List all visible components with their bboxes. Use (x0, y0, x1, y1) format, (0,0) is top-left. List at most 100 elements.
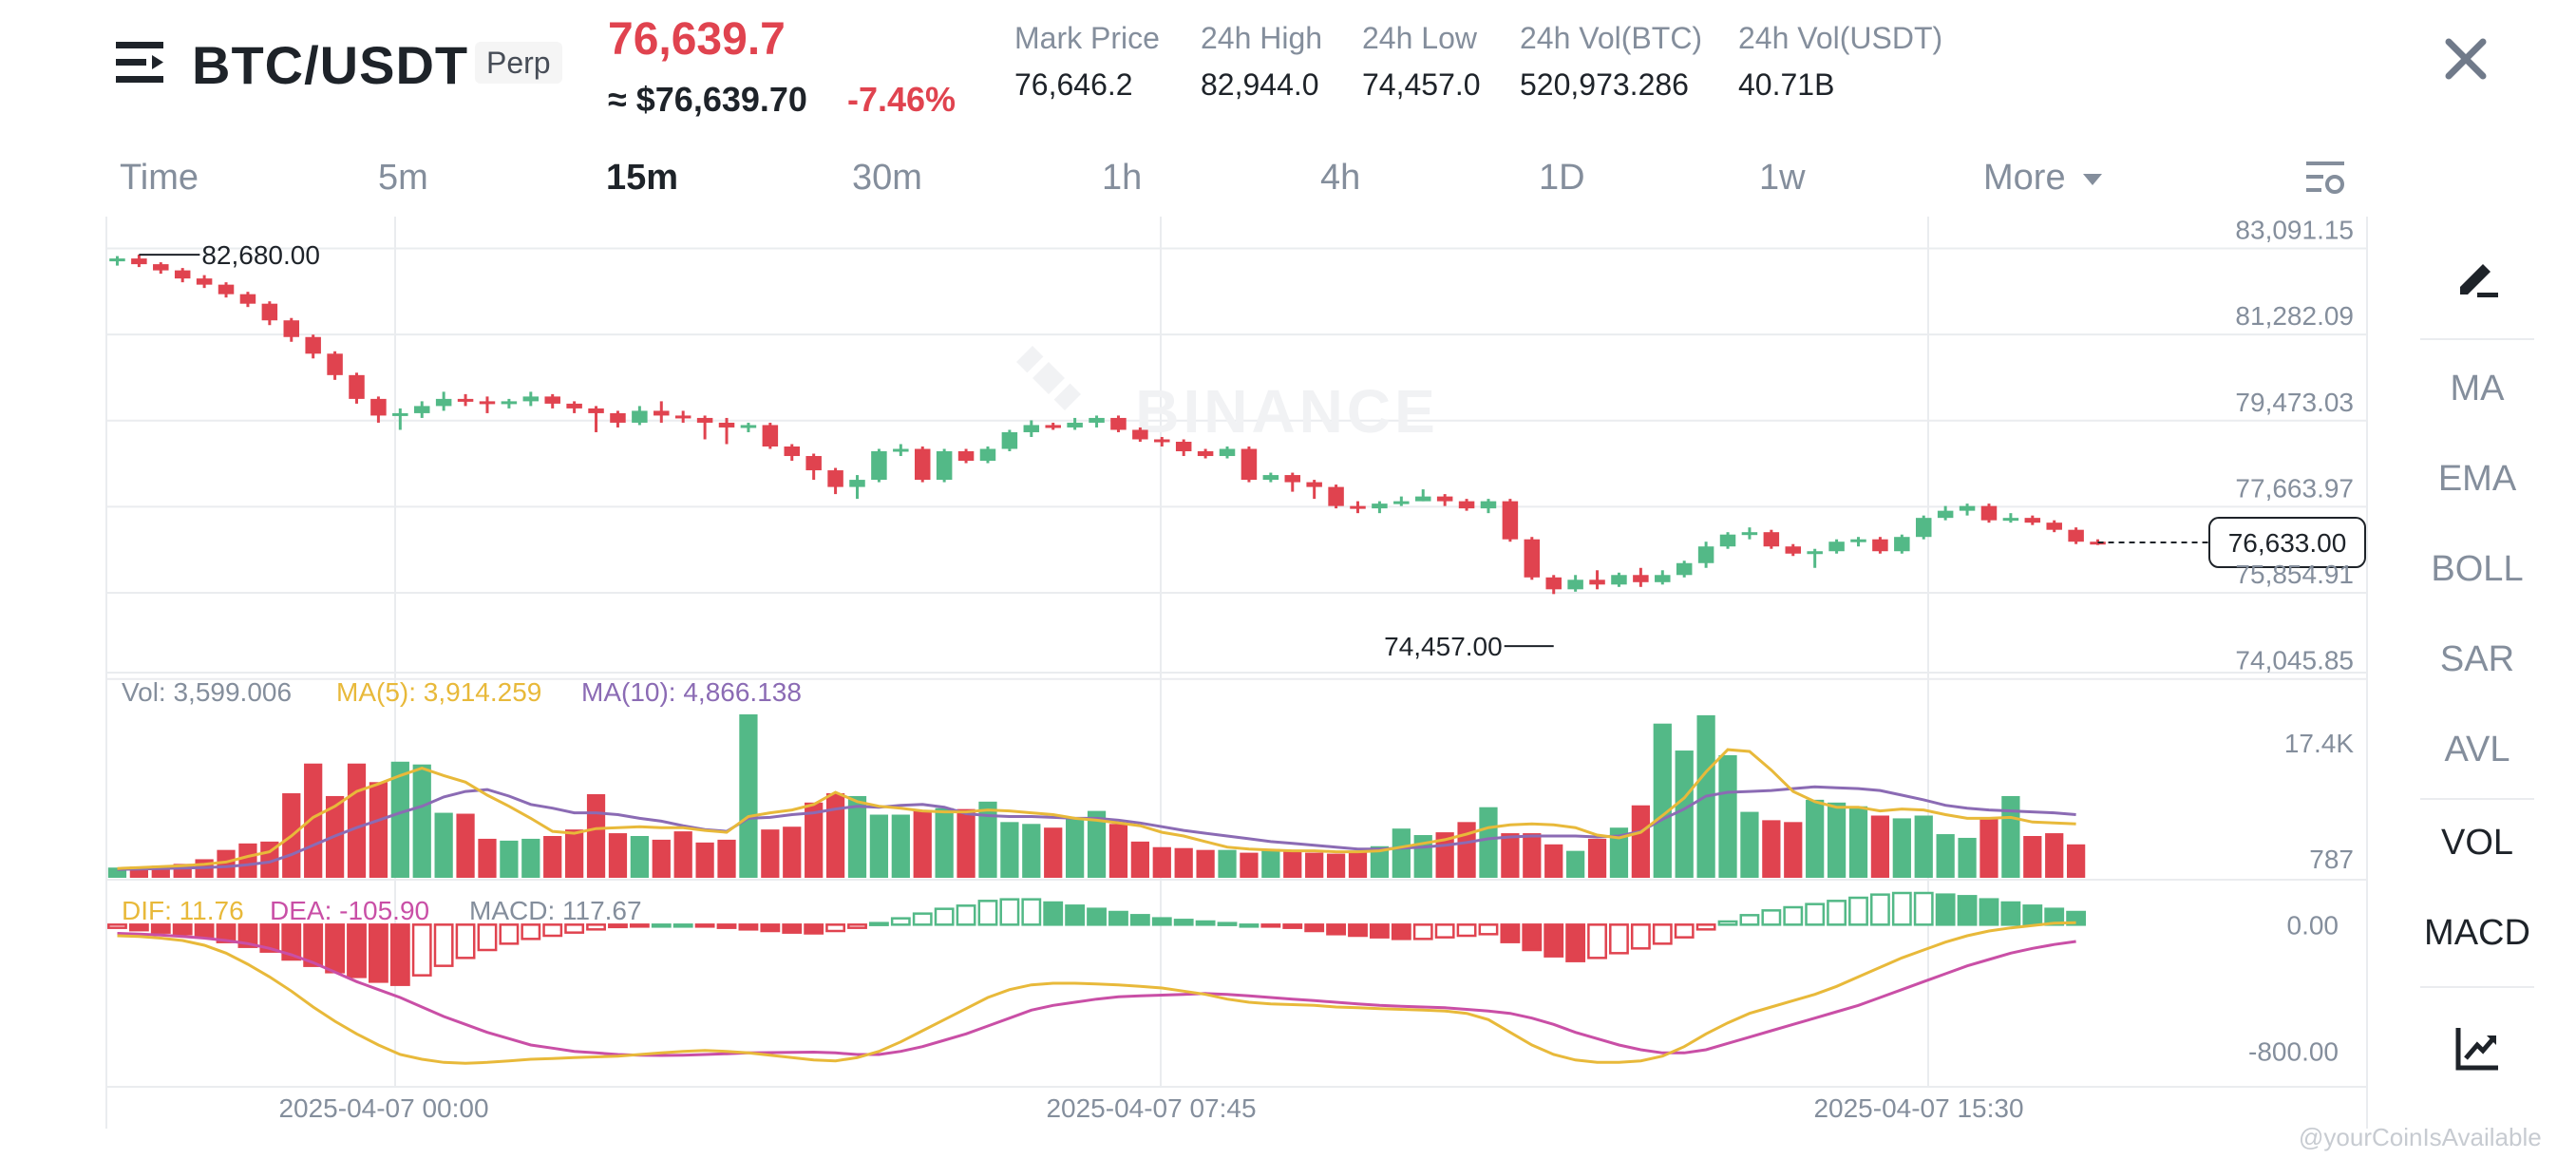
current-price-tag (2208, 517, 2366, 569)
candle-body (174, 270, 191, 279)
macd-histogram-bar (1869, 893, 1890, 926)
menu-icon[interactable] (114, 36, 167, 89)
candle-body (1001, 431, 1018, 449)
stat-label: Mark Price (1014, 21, 1160, 55)
volume-bar (1718, 754, 1737, 878)
tab-4h[interactable]: 4h (1320, 158, 1361, 198)
macd-histogram-bar (1195, 920, 1216, 926)
volume-axis-label: 787 (2309, 845, 2354, 874)
volume-bar (565, 829, 584, 878)
candle-body (522, 396, 540, 402)
macd-histogram-bar (216, 923, 237, 943)
candle-body (1980, 505, 1998, 521)
macd-histogram-bar (1348, 923, 1368, 938)
tab-1h[interactable]: 1h (1102, 158, 1143, 198)
perp-badge: Perp (475, 42, 562, 84)
macd-histogram-bar (1783, 905, 1804, 926)
macd-histogram-bar (1151, 917, 1172, 926)
candle-body (1197, 451, 1214, 457)
volume-bar (1066, 818, 1085, 878)
volume-bar (1326, 853, 1346, 878)
time-axis-label: 2025-04-07 15:30 (1813, 1093, 2023, 1123)
candle-body (1241, 448, 1258, 481)
chart-settings-icon[interactable] (2304, 156, 2348, 200)
candle-body (588, 408, 604, 413)
price-usd: ≈ $76,639.70 (608, 80, 807, 119)
macd-histogram-bar (172, 923, 193, 936)
volume-bar (217, 849, 236, 878)
close-icon[interactable] (2439, 32, 2492, 86)
tab-more[interactable]: More (1983, 158, 2104, 199)
candle-body (435, 398, 452, 407)
candle-body (1676, 562, 1693, 576)
tool-boll[interactable]: BOLL (2431, 549, 2524, 589)
tab-1d[interactable]: 1D (1539, 158, 1585, 198)
candle-body (2024, 518, 2041, 523)
macd-histogram-bar (1739, 914, 1760, 926)
candle-body (1110, 417, 1127, 430)
ticker-header: BTC/USDT Perp 76,639.7 ≈ $76,639.70 -7.4… (0, 0, 2576, 133)
candle-body (849, 480, 865, 487)
macd-histogram-bar (1848, 896, 1868, 926)
volume-bar (1457, 822, 1476, 878)
pair-title[interactable]: BTC/USDT (192, 35, 469, 95)
macd-histogram-bar (542, 923, 563, 938)
volume-bar (1087, 810, 1107, 878)
tab-5m[interactable]: 5m (378, 158, 428, 198)
macd-histogram-bar (281, 923, 302, 961)
stat-value: 520,973.286 (1520, 67, 1689, 102)
volume-bar (761, 829, 780, 878)
candle-body (153, 264, 169, 271)
tool-vol[interactable]: VOL (2440, 823, 2514, 863)
chart-grid (105, 217, 2368, 1129)
tool-ema[interactable]: EMA (2437, 459, 2517, 499)
macd-histogram-bar (1326, 923, 1347, 936)
tool-ma[interactable]: MA (2450, 369, 2505, 408)
price-axis-label: 79,473.03 (2235, 388, 2354, 417)
axis-labels: 83,091.15 81,282.09 79,473.03 77,663.97 75,8… (278, 215, 2354, 1123)
draw-icon[interactable] (2451, 251, 2504, 304)
tool-macd[interactable]: MACD (2424, 913, 2530, 953)
macd-histogram-bar (977, 900, 998, 926)
macd-histogram-bar (128, 923, 149, 932)
tab-1w[interactable]: 1w (1759, 158, 1806, 198)
tool-avl[interactable]: AVL (2444, 730, 2510, 770)
volume-bar (304, 763, 323, 878)
stat-24h-low: 24h Low 74,457.0 (1362, 21, 1481, 103)
candle-body (1023, 425, 1040, 432)
macd-histogram-bar (934, 907, 955, 926)
candle-body (544, 396, 560, 404)
candle-body (413, 406, 430, 413)
volume-bar (2045, 833, 2064, 878)
volume-bar (630, 836, 649, 878)
candle-body (1414, 496, 1431, 502)
macd-histogram-bar (389, 923, 410, 986)
macd-histogram-bar (694, 923, 715, 928)
tab-time[interactable]: Time (120, 158, 199, 198)
indicator-chart-icon[interactable] (2451, 1022, 2504, 1075)
volume-bar (1762, 820, 1781, 878)
macd-histogram-bar (1260, 923, 1281, 928)
candle-body (1807, 551, 1823, 555)
candle-body (1350, 505, 1366, 509)
macd-histogram-bar (738, 923, 759, 931)
macd-histogram-bar (1217, 922, 1238, 926)
tool-sar[interactable]: SAR (2439, 639, 2515, 679)
candle-body (1697, 546, 1714, 563)
macd-histogram-bar (1609, 923, 1629, 955)
candle-body (501, 401, 518, 405)
candle-body (1545, 577, 1562, 590)
macd-histogram-bar (1500, 923, 1521, 943)
tab-30m[interactable]: 30m (852, 158, 922, 198)
macd-histogram-bar (2000, 901, 2021, 926)
volume-bar (1936, 834, 1955, 878)
volume-bar (913, 809, 932, 878)
tab-15m[interactable]: 15m (606, 158, 679, 198)
volume-bar (1130, 841, 1149, 878)
macd-histogram-bar (1913, 891, 1934, 926)
high-marker-label: 82,680.00 (201, 240, 320, 270)
macd-histogram-bar (760, 923, 781, 933)
macd-histogram-bar (1717, 920, 1738, 926)
stat-label: 24h Low (1362, 21, 1477, 55)
